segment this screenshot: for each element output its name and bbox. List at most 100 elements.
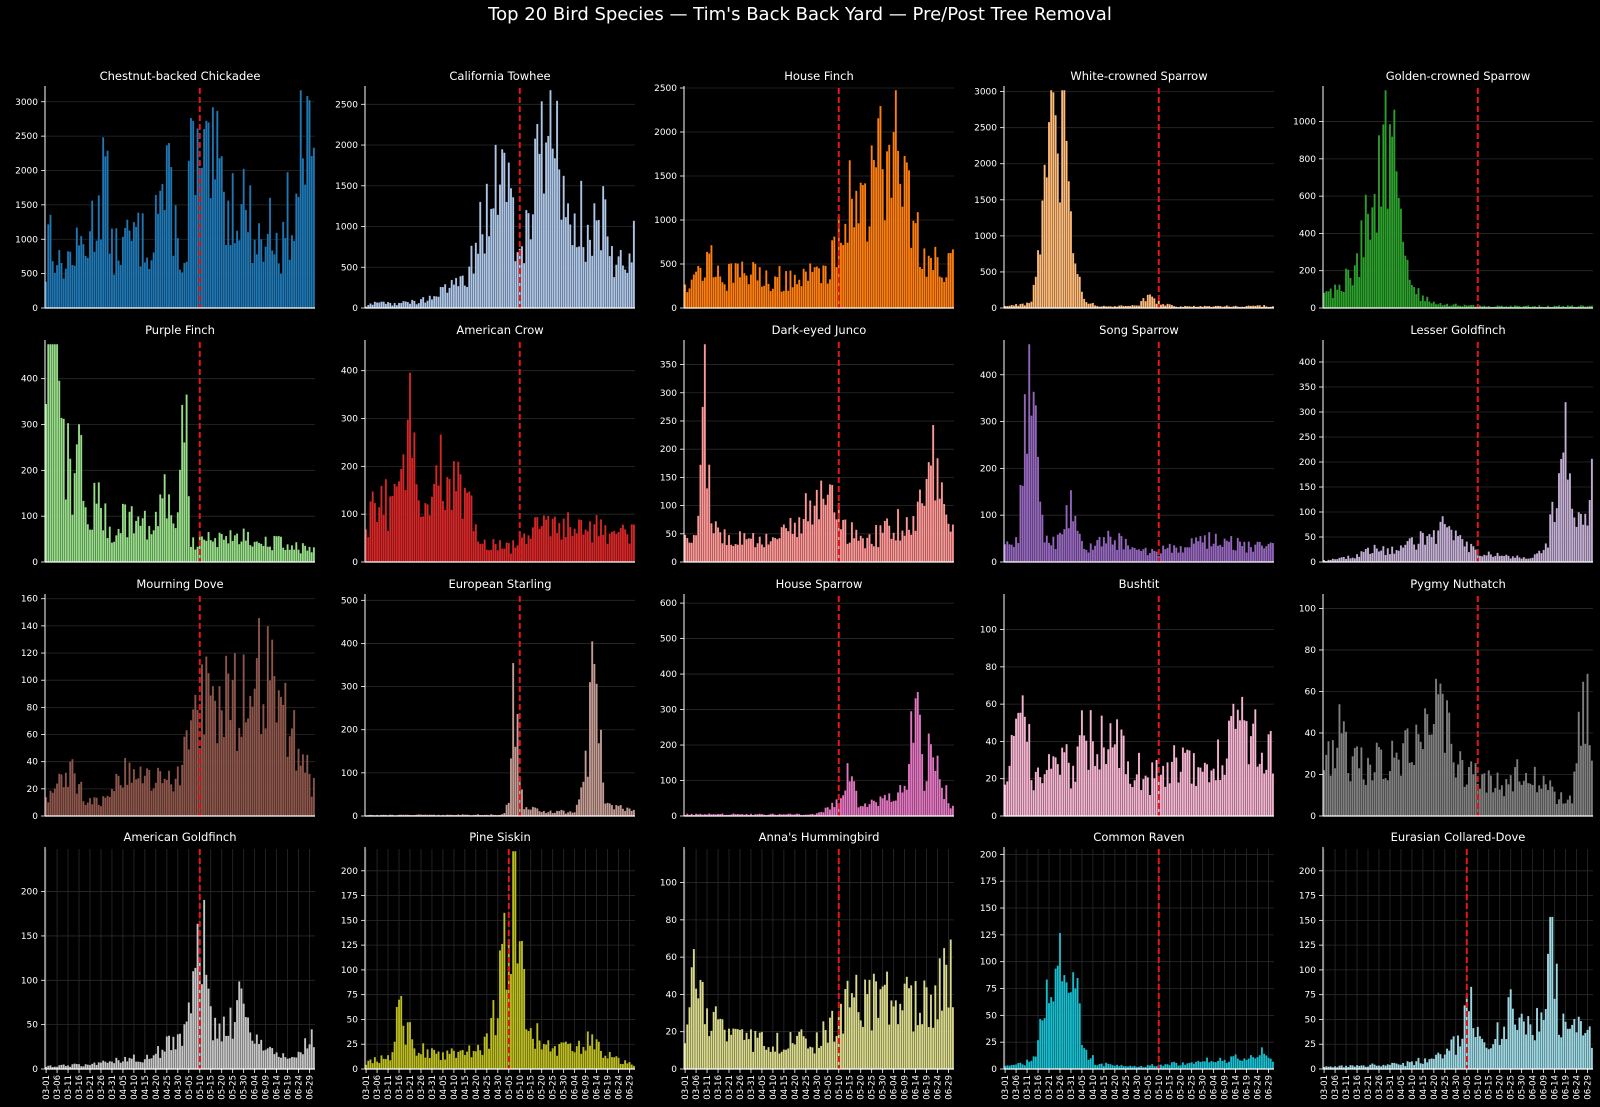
x-tick-label: 05-20 xyxy=(1177,1075,1187,1100)
y-tick-label: 80 xyxy=(27,703,39,713)
bar xyxy=(610,804,614,817)
bar xyxy=(1137,752,1141,817)
bar xyxy=(632,809,636,817)
bar xyxy=(266,233,269,309)
bar xyxy=(547,515,550,563)
bar xyxy=(1489,775,1493,817)
bar xyxy=(1188,547,1191,563)
y-tick-label: 20 xyxy=(666,1028,678,1038)
y-tick-label: 400 xyxy=(1299,358,1316,368)
bar xyxy=(1175,757,1178,817)
bar xyxy=(828,484,832,563)
bar xyxy=(402,300,405,309)
bar xyxy=(224,244,228,309)
bar xyxy=(196,128,199,309)
y-tick-label: 150 xyxy=(980,904,997,914)
bar xyxy=(152,788,155,817)
bar xyxy=(1423,708,1427,817)
bar xyxy=(1190,538,1193,563)
bar xyxy=(1036,249,1040,309)
y-tick-label: 80 xyxy=(666,916,678,926)
bar xyxy=(167,770,171,817)
bar xyxy=(509,553,513,563)
x-tick-label: 05-25 xyxy=(1188,1075,1198,1100)
y-tick-label: 200 xyxy=(341,462,358,472)
bar xyxy=(62,786,65,817)
bar xyxy=(686,537,689,563)
bar xyxy=(194,967,197,1070)
bar xyxy=(1445,700,1449,817)
bar xyxy=(181,404,184,563)
bar xyxy=(102,530,105,563)
x-tick-label: 03-21 xyxy=(725,1075,735,1100)
bar xyxy=(1382,545,1385,563)
bar xyxy=(762,546,766,563)
bar xyxy=(1575,762,1578,817)
bar xyxy=(927,255,930,309)
bar xyxy=(800,1029,803,1070)
x-tick-label: 03-26 xyxy=(736,1075,746,1100)
bar xyxy=(621,808,625,817)
bar xyxy=(1432,723,1435,817)
bar xyxy=(260,1039,263,1070)
bar xyxy=(1406,728,1409,817)
bar xyxy=(268,197,272,309)
bar xyxy=(599,1050,603,1070)
bar xyxy=(200,536,204,563)
bar xyxy=(888,793,891,817)
bar xyxy=(1082,735,1086,817)
bar xyxy=(1014,536,1018,563)
bar xyxy=(189,546,193,563)
bar xyxy=(1382,124,1385,309)
bar xyxy=(286,171,289,309)
bar xyxy=(1172,545,1176,563)
bar xyxy=(1045,769,1048,817)
bar xyxy=(547,1040,550,1070)
bar xyxy=(520,537,524,563)
bar xyxy=(529,538,532,563)
bar xyxy=(117,775,120,817)
y-tick-label: 100 xyxy=(21,512,38,522)
bar xyxy=(437,296,440,309)
bar xyxy=(1426,713,1429,817)
bar xyxy=(1159,774,1163,817)
bar xyxy=(1089,303,1092,309)
bar xyxy=(883,794,886,817)
bar xyxy=(738,531,742,563)
bar xyxy=(1131,786,1134,817)
bar xyxy=(1474,1036,1477,1070)
bar xyxy=(575,533,578,563)
bar xyxy=(1061,980,1064,1070)
bar xyxy=(183,1024,186,1070)
bar xyxy=(1256,541,1259,563)
bar xyxy=(1432,1058,1435,1070)
bar xyxy=(123,757,127,817)
bar xyxy=(1344,731,1348,817)
y-tick-label: 100 xyxy=(1299,966,1316,976)
bar xyxy=(1340,733,1343,817)
bar xyxy=(123,1056,127,1070)
bar xyxy=(811,1047,814,1070)
bar xyxy=(443,1059,447,1070)
bar xyxy=(1034,1056,1037,1070)
y-tick-label: 60 xyxy=(27,731,39,741)
bar xyxy=(284,237,287,309)
bar xyxy=(433,295,436,309)
bar xyxy=(216,546,219,563)
x-tick-label: 03-11 xyxy=(703,1075,713,1100)
bar xyxy=(428,1057,431,1070)
bar xyxy=(1170,761,1174,817)
bar xyxy=(782,524,786,563)
bar xyxy=(110,1061,114,1070)
x-tick-label: 03-31 xyxy=(1386,1075,1396,1100)
bar xyxy=(619,1063,622,1070)
bar xyxy=(393,483,396,563)
bar xyxy=(275,536,278,563)
bar xyxy=(881,986,884,1070)
bar xyxy=(47,802,50,817)
bar xyxy=(877,546,880,563)
x-tick-label: 06-29 xyxy=(306,1075,316,1100)
bar xyxy=(1054,757,1057,817)
bar xyxy=(192,970,195,1070)
bar xyxy=(1516,555,1519,563)
